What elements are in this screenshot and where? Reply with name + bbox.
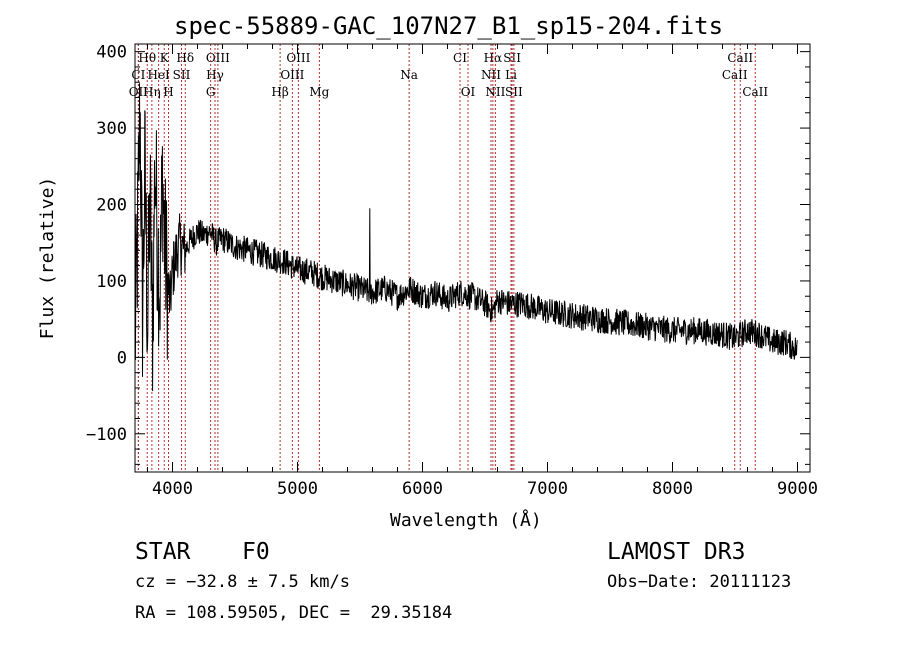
spectral-line-label-16: Li — [505, 68, 517, 82]
spectral-line-label-11: SII — [173, 68, 191, 82]
spectral-line-label-23: Mg — [309, 85, 329, 99]
x-tick-label-4000: 4000 — [152, 479, 193, 499]
spectral-line-label-18: OII — [129, 85, 149, 99]
spectral-line-label-3: OIII — [206, 51, 230, 65]
spectral-line-label-12: Hγ — [206, 68, 224, 82]
spectral-line-label-14: Na — [400, 68, 418, 82]
spectral-line-label-13: OIII — [280, 68, 304, 82]
spectral-line-label-19: Hη — [143, 85, 161, 99]
chart-title: spec-55889-GAC_107N27_B1_sp15-204.fits — [174, 12, 724, 40]
x-tick-label-5000: 5000 — [277, 479, 318, 499]
spectral-line-label-4: OIII — [286, 51, 310, 65]
spectral-line-label-25: NII — [485, 85, 505, 99]
x-tick-label-6000: 6000 — [402, 479, 443, 499]
spectral-line-label-9: CI — [131, 68, 145, 82]
y-tick-label--100: −100 — [86, 425, 127, 445]
object-class: STAR — [135, 539, 191, 565]
spectral-line-label-22: Hβ — [271, 85, 288, 99]
spectral-line-label-10: HeI — [147, 68, 170, 82]
spectral-line-label-17: CaII — [722, 68, 748, 82]
spectral-line-label-6: Hα — [484, 51, 503, 65]
spectrum-series-line — [134, 83, 798, 392]
y-tick-label-400: 400 — [96, 43, 127, 63]
y-tick-label-300: 300 — [96, 119, 127, 139]
spectral-line-label-26: SII — [505, 85, 523, 99]
y-axis-label: Flux (relative) — [37, 177, 58, 340]
obs-date: Obs−Date: 20111123 — [607, 572, 792, 592]
survey-name: LAMOST DR3 — [607, 539, 746, 565]
spectral-line-label-24: OI — [461, 85, 476, 99]
redshift-info: cz = −32.8 ± 7.5 km/s — [135, 572, 350, 592]
y-tick-label-200: 200 — [96, 196, 127, 216]
axis-ticks-layer: 4000 5000 6000 7000 8000 9000 −100 0 100 200 300 40… — [86, 43, 818, 499]
x-tick-label-9000: 9000 — [777, 479, 818, 499]
x-tick-label-8000: 8000 — [652, 479, 693, 499]
spectral-line-label-0: Hθ — [138, 51, 156, 65]
spectral-line-label-20: H — [163, 85, 173, 99]
spectral-line-label-1: K — [160, 51, 170, 65]
spectral-line-label-8: CaII — [727, 51, 753, 65]
coordinates: RA = 108.59505, DEC = 29.35184 — [135, 603, 453, 623]
x-tick-label-7000: 7000 — [527, 479, 568, 499]
y-tick-label-100: 100 — [96, 272, 127, 292]
spectral-line-label-21: G — [206, 85, 216, 99]
spectral-line-label-5: CI — [453, 51, 467, 65]
spectral-line-label-7: SII — [503, 51, 521, 65]
spectral-line-label-2: Hδ — [176, 51, 194, 65]
object-subclass: F0 — [242, 539, 270, 565]
y-tick-label-0: 0 — [117, 348, 127, 368]
plot-frame — [134, 43, 811, 473]
spectral-line-label-27: CaII — [742, 85, 768, 99]
spectral-line-label-15: NII — [481, 68, 501, 82]
x-axis-label: Wavelength (Å) — [390, 510, 542, 531]
